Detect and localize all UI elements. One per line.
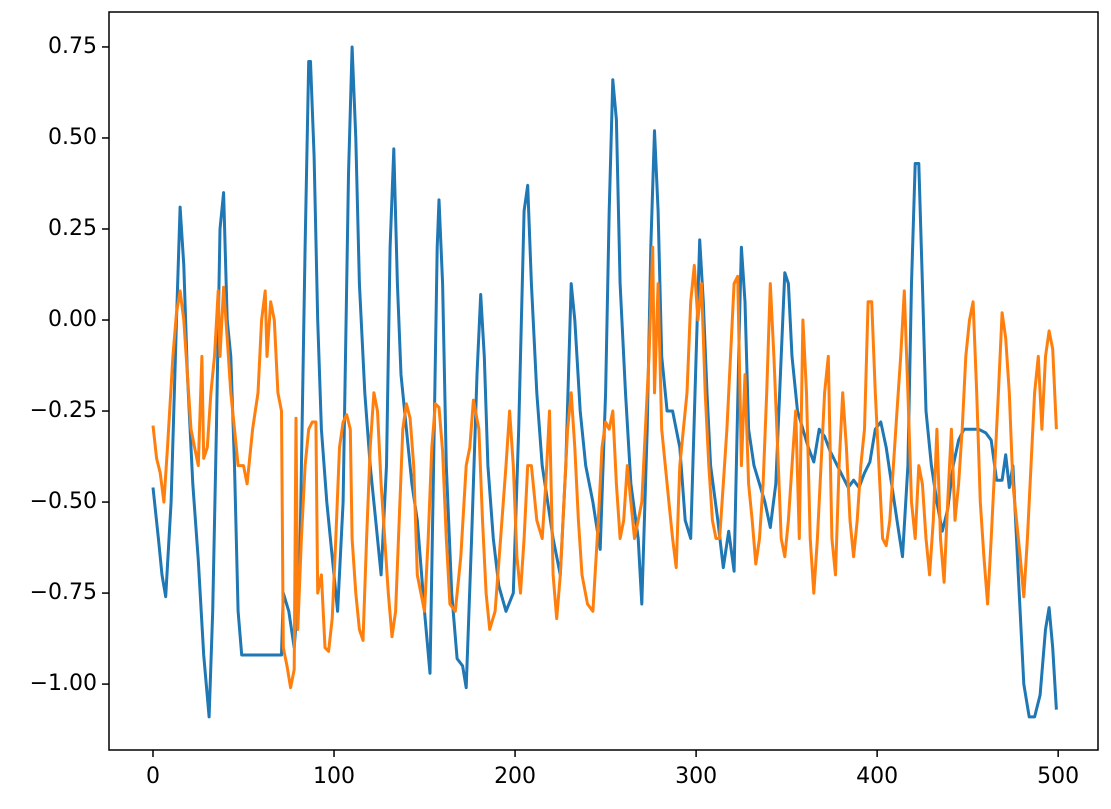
x-tick-label: 200 (494, 764, 536, 789)
y-tick-label: −0.75 (30, 580, 97, 605)
y-tick-label: −0.50 (30, 489, 97, 514)
plot-frame (108, 11, 1099, 751)
y-tick-label: −0.25 (30, 398, 97, 423)
x-tick-label: 0 (146, 764, 160, 789)
line-series (151, 245, 1058, 690)
y-tick-label: 0.75 (48, 34, 97, 59)
y-tick-label: 0.00 (48, 307, 97, 332)
x-tick-label: 100 (313, 764, 355, 789)
x-tick-label: 300 (675, 764, 717, 789)
y-tick-label: −1.00 (30, 671, 97, 696)
y-tick-label: 0.50 (48, 125, 97, 150)
y-tick-label: 0.25 (48, 216, 97, 241)
x-tick-label: 500 (1037, 764, 1079, 789)
x-tick-label: 400 (856, 764, 898, 789)
line-series (151, 45, 1058, 719)
